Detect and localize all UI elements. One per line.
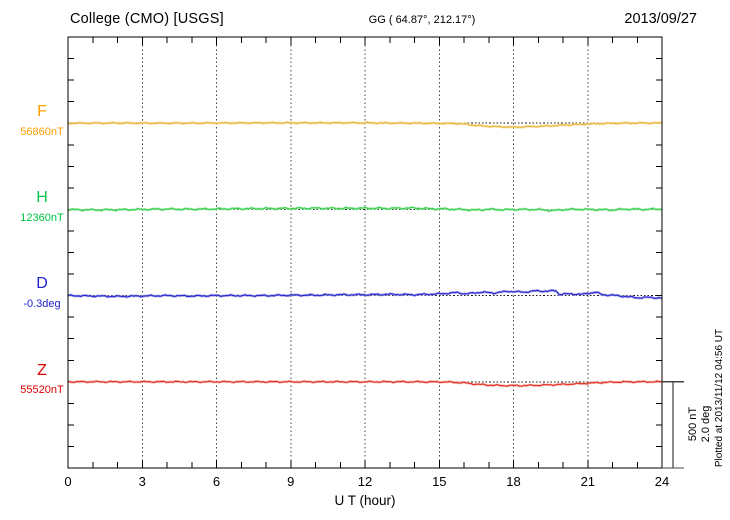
trace-baselines xyxy=(68,122,662,383)
plot-date: 2013/09/27 xyxy=(624,11,697,27)
trace-F xyxy=(67,121,663,129)
x-tick-24: 24 xyxy=(654,474,670,489)
x-tick-18: 18 xyxy=(506,474,521,489)
trace-label-D: D xyxy=(36,275,48,292)
trace-label-H: H xyxy=(36,189,48,206)
trace-baseline-value-D: -0.3deg xyxy=(23,298,61,310)
scale-bar-deg-label: 2.0 deg xyxy=(700,405,712,443)
scale-bar-nt-label: 500 nT xyxy=(687,406,699,442)
station-title: College (CMO) [USGS] xyxy=(70,11,224,27)
x-tick-15: 15 xyxy=(432,474,447,489)
trace-H xyxy=(67,206,663,212)
trace-Z xyxy=(67,380,663,387)
x-axis-label: U T (hour) xyxy=(334,493,396,508)
x-tick-0: 0 xyxy=(64,474,72,489)
trace-baseline-value-H: 12360nT xyxy=(20,212,64,224)
trace-baseline-value-F: 56860nT xyxy=(20,126,64,138)
trace-baseline-value-Z: 55520nT xyxy=(20,384,64,396)
x-tick-21: 21 xyxy=(580,474,596,489)
plotted-at-timestamp: Plotted at 2013/11/12 04:56 UT xyxy=(714,328,725,468)
scale-bar xyxy=(662,381,684,469)
geographic-coordinates: GG ( 64.87°, 212.17°) xyxy=(368,14,476,26)
x-tick-12: 12 xyxy=(357,474,373,489)
x-tick-9: 9 xyxy=(287,474,295,489)
scale-bar-labels: 500 nT 2.0 deg xyxy=(687,394,713,454)
trace-label-F: F xyxy=(37,103,47,120)
x-tick-3: 3 xyxy=(138,474,146,489)
trace-label-Z: Z xyxy=(37,362,47,379)
plot-frame xyxy=(67,36,663,469)
trace-D xyxy=(67,289,663,299)
gridlines xyxy=(141,37,589,468)
x-tick-6: 6 xyxy=(212,474,221,489)
